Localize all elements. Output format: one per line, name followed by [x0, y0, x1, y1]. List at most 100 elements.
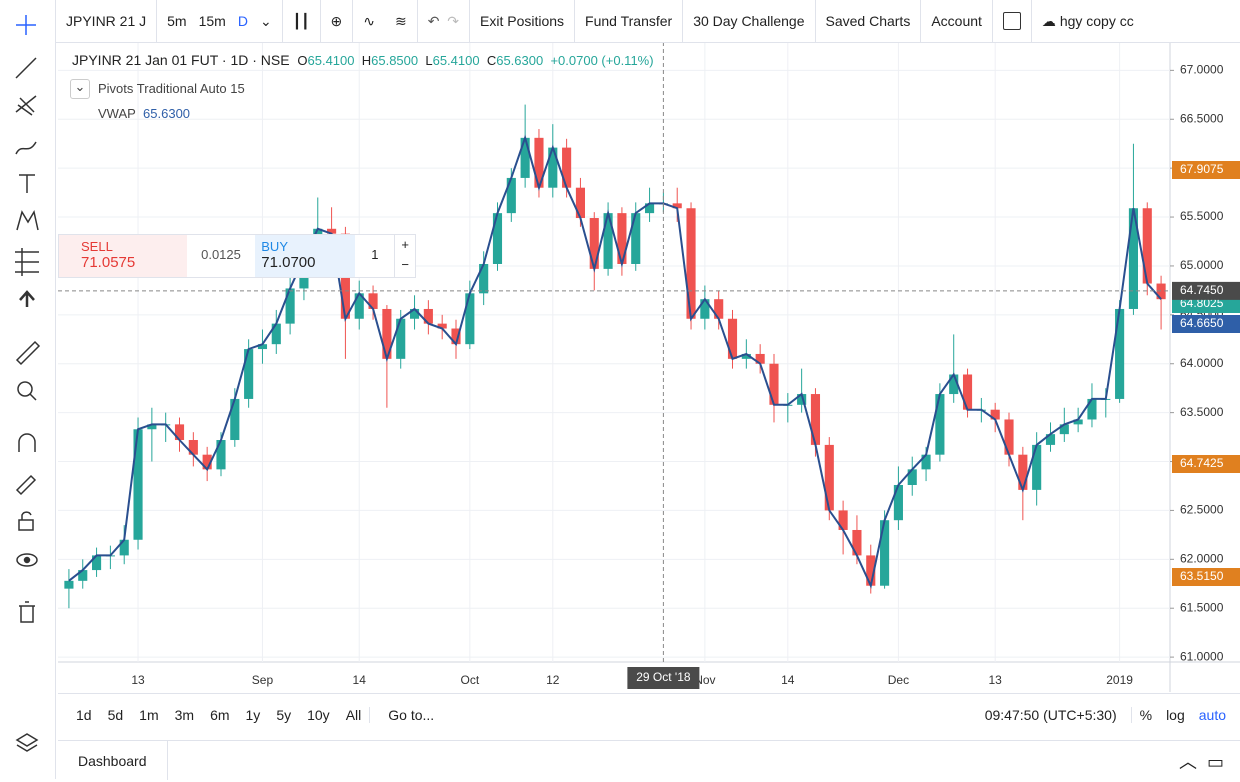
text-tool[interactable]	[19, 174, 35, 193]
stepper[interactable]: + −	[394, 235, 415, 277]
zoom-handle	[29, 393, 37, 401]
sell-button[interactable]: SELL 71.0575	[59, 235, 187, 277]
scale-auto[interactable]: auto	[1198, 707, 1226, 723]
dropdown[interactable]: ⌄	[259, 12, 272, 29]
candle-body	[672, 203, 682, 209]
candle-body	[327, 228, 337, 234]
candle-body	[285, 288, 295, 324]
ohlc-value: 65.4100	[307, 53, 355, 68]
indicator-list: ⌄ Pivots Traditional Auto 15 VWAP 65.6300	[70, 76, 245, 126]
indicator[interactable]: ⌄ Pivots Traditional Auto 15	[70, 76, 245, 101]
scale-percent[interactable]: %	[1139, 707, 1153, 723]
magnet-tool[interactable]	[18, 433, 36, 452]
candle-body	[1128, 208, 1138, 309]
x-tick-label: Dec	[888, 673, 909, 687]
x-tick-label: 2019	[1106, 673, 1133, 687]
y-tick-label: 66.5000	[1180, 111, 1224, 125]
y-tick-label: 64.0000	[1180, 356, 1224, 370]
menu-item[interactable]: Saved Charts	[816, 0, 922, 42]
layout-name[interactable]: ☁ hgy copy cc	[1041, 12, 1134, 30]
range[interactable]: All	[345, 707, 362, 723]
candle-body	[824, 444, 834, 511]
range[interactable]: 5y	[276, 707, 292, 723]
footer: Dashboard ︿ ▭	[58, 740, 1240, 780]
candle-body	[396, 318, 406, 359]
interval[interactable]: 5m	[167, 13, 187, 29]
indicators[interactable]: ⊕	[321, 0, 354, 42]
pattern-tool[interactable]	[16, 210, 39, 231]
candle-body	[1156, 283, 1166, 300]
y-tick-label: 63.5000	[1180, 405, 1224, 419]
crosshair-date: 29 Oct '18	[636, 670, 691, 684]
candle-body	[575, 187, 585, 219]
candle-body	[479, 263, 489, 294]
crosshair-date-box	[627, 667, 700, 689]
quantity[interactable]: 1	[371, 247, 379, 262]
buy-button[interactable]: BUY 71.0700	[255, 235, 356, 277]
chart-style[interactable]: ┃┃	[283, 0, 321, 42]
range[interactable]: 1m	[139, 707, 159, 723]
y-tick-label: 67.0000	[1180, 63, 1224, 77]
goto[interactable]: Go to...	[369, 707, 442, 723]
lock-drawing-tool[interactable]	[15, 474, 37, 496]
interval[interactable]: D	[237, 13, 248, 29]
candle-body	[921, 454, 931, 470]
candle-body	[174, 424, 185, 441]
range[interactable]: 6m	[210, 707, 230, 723]
candle-body	[244, 349, 254, 399]
menu-item[interactable]: Account	[921, 0, 993, 42]
candle-body	[1142, 208, 1152, 284]
zoom-tool[interactable]	[17, 381, 33, 397]
x-tick-label: 14	[353, 673, 367, 687]
candle-body	[714, 299, 724, 319]
fullscreen[interactable]	[993, 0, 1032, 42]
range[interactable]: 1d	[76, 707, 92, 723]
candle-body	[423, 308, 433, 324]
candle-body	[935, 394, 945, 455]
brush-tool[interactable]	[15, 141, 37, 155]
candle-body	[465, 293, 475, 345]
candle-body	[1004, 419, 1014, 455]
menu-item[interactable]: Exit Positions	[470, 0, 576, 42]
range[interactable]: 3m	[174, 707, 195, 723]
scale-log[interactable]: log	[1166, 707, 1185, 723]
ohlc-key: H	[361, 53, 372, 68]
eye-pupil	[23, 556, 31, 564]
menu-item[interactable]: Fund Transfer	[575, 0, 684, 42]
indicator[interactable]: VWAP 65.6300	[70, 101, 245, 126]
visibility-tool[interactable]	[16, 553, 38, 567]
remove-tool[interactable]	[19, 601, 35, 623]
range[interactable]: 10y	[307, 707, 330, 723]
candle-body	[230, 398, 240, 441]
candle-body	[437, 323, 447, 329]
menu-item[interactable]: 30 Day Challenge	[683, 0, 816, 42]
crosshair-tool[interactable]	[16, 15, 36, 35]
range[interactable]: 1y	[245, 707, 261, 723]
symbol[interactable]: JPYINR 21 J	[56, 0, 158, 42]
ruler-tool[interactable]	[15, 340, 41, 366]
lock-tool[interactable]	[18, 519, 34, 531]
candle-body	[147, 424, 157, 430]
fib-tool[interactable]	[15, 95, 37, 116]
ohlc: O65.4100 H65.8500 L65.4100 C65.6300 +0.0…	[297, 53, 653, 68]
compare[interactable]: ∿	[363, 12, 376, 29]
y-tick-label: 62.5000	[1180, 503, 1224, 517]
panel-controls[interactable]: ︿ ▭	[1178, 751, 1224, 772]
price-badge	[1172, 315, 1240, 333]
alerts[interactable]: ≋	[385, 0, 418, 42]
y-tick-label: 62.0000	[1180, 551, 1224, 565]
undo-redo[interactable]: ↶ ↷	[418, 0, 470, 42]
candle-body	[133, 429, 143, 540]
dashboard-tab[interactable]: Dashboard	[58, 741, 168, 780]
candle-body	[852, 529, 862, 556]
candle-body	[700, 299, 710, 319]
range[interactable]: 5d	[107, 707, 124, 723]
interval[interactable]: 15m	[198, 13, 226, 29]
arrow-tool[interactable]	[19, 290, 35, 307]
collapse[interactable]: ⌄	[70, 78, 90, 99]
trend-line-tool[interactable]	[15, 57, 37, 79]
object-tree[interactable]	[15, 733, 39, 752]
x-tick-label: 14	[781, 673, 795, 687]
forecast-tool[interactable]	[15, 248, 39, 276]
